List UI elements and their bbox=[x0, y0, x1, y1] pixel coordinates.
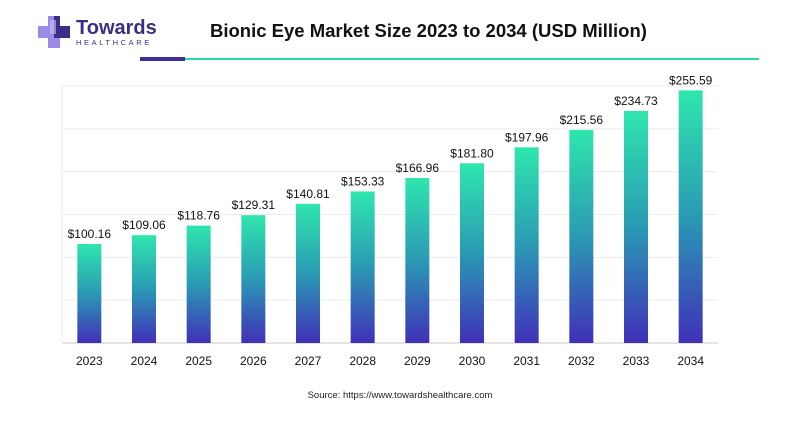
bar-2033 bbox=[624, 110, 648, 343]
brand-logo: Towards HEALTHCARE bbox=[36, 14, 157, 50]
value-label-2030: $181.80 bbox=[450, 146, 494, 160]
bar-2028 bbox=[350, 191, 375, 343]
bar-2030 bbox=[460, 163, 484, 343]
x-tick-2025: 2025 bbox=[185, 354, 212, 368]
value-label-2031: $197.96 bbox=[505, 130, 549, 144]
medical-cross-icon bbox=[38, 16, 70, 48]
bar-2029 bbox=[405, 177, 430, 343]
bar-2031 bbox=[514, 147, 539, 343]
x-tick-2031: 2031 bbox=[513, 354, 540, 368]
value-label-2029: $166.96 bbox=[396, 161, 440, 175]
bar-2025 bbox=[186, 225, 211, 343]
bar-2026 bbox=[241, 215, 266, 343]
bar-2023 bbox=[77, 243, 102, 343]
source-note: Source: https://www.towardshealthcare.co… bbox=[307, 390, 493, 401]
bar-2032 bbox=[569, 129, 594, 343]
x-tick-2028: 2028 bbox=[349, 354, 376, 368]
bar-2024 bbox=[132, 235, 156, 343]
value-label-2027: $140.81 bbox=[286, 187, 330, 201]
value-label-2034: $255.59 bbox=[669, 73, 713, 87]
value-label-2023: $100.16 bbox=[68, 227, 112, 241]
bar-2034 bbox=[678, 90, 703, 343]
x-tick-2033: 2033 bbox=[623, 354, 650, 368]
value-label-2032: $215.56 bbox=[560, 113, 604, 127]
header-rule-accent bbox=[140, 57, 185, 61]
value-label-2024: $109.06 bbox=[122, 218, 166, 232]
brand-text: Towards HEALTHCARE bbox=[76, 18, 157, 47]
header-rule bbox=[185, 58, 759, 60]
x-tick-2034: 2034 bbox=[677, 354, 704, 368]
value-label-2028: $153.33 bbox=[341, 174, 385, 188]
brand-subtitle: HEALTHCARE bbox=[76, 37, 152, 47]
value-label-2026: $129.31 bbox=[232, 198, 276, 212]
x-tick-2023: 2023 bbox=[76, 354, 103, 368]
x-tick-2032: 2032 bbox=[568, 354, 595, 368]
x-tick-2024: 2024 bbox=[131, 354, 158, 368]
brand-name: Towards bbox=[76, 16, 157, 39]
x-tick-2029: 2029 bbox=[404, 354, 431, 368]
bar-2027 bbox=[296, 203, 320, 343]
chart-title: Bionic Eye Market Size 2023 to 2034 (USD… bbox=[210, 20, 647, 41]
value-label-2025: $118.76 bbox=[177, 209, 220, 223]
x-tick-2026: 2026 bbox=[240, 354, 267, 368]
x-tick-2027: 2027 bbox=[295, 354, 322, 368]
value-label-2033: $234.73 bbox=[614, 94, 658, 108]
x-tick-2030: 2030 bbox=[459, 354, 486, 368]
